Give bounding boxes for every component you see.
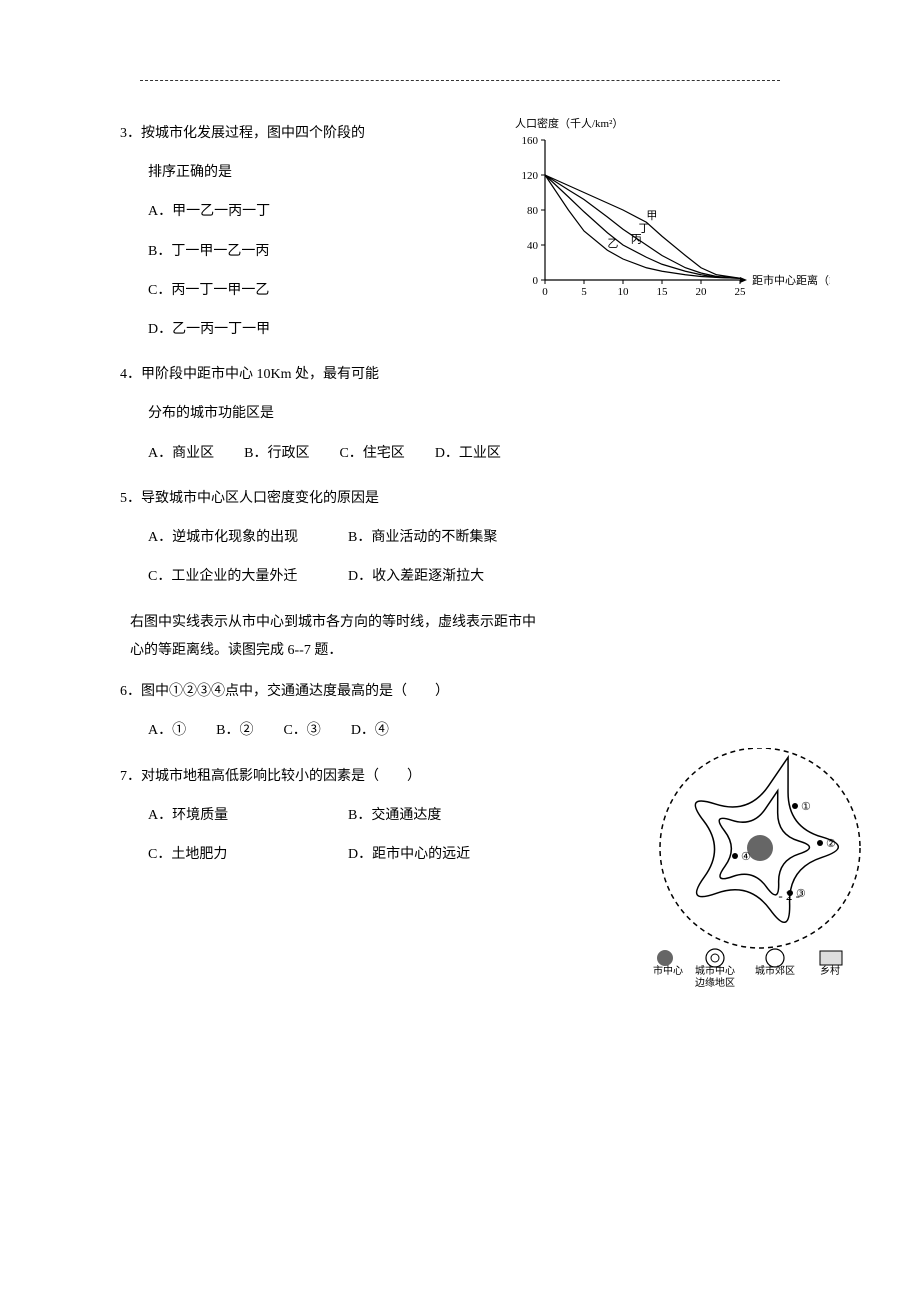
q5-options: A．逆城市化现象的出现 B．商业活动的不断集聚 C．工业企业的大量外迁 D．收入… [120, 525, 800, 589]
q5-option-a: A．逆城市化现象的出现 [148, 525, 328, 550]
context-67: 右图中实线表示从市中心到城市各方向的等时线，虚线表示距市中 心的等距离线。读图完… [130, 609, 800, 665]
page-header-divider [140, 80, 780, 81]
svg-text:160: 160 [522, 135, 539, 147]
population-density-chart: 人口密度（千人/km²） 0 40 80 120 160 0 5 10 15 20 25 距市中心距离（… [500, 115, 830, 305]
svg-text:③: ③ [796, 888, 806, 900]
q6-option-d: D．④ [351, 718, 389, 743]
q3-option-d: D．乙一丙一丁一甲 [120, 317, 800, 342]
q6-option-b: B．② [216, 718, 253, 743]
q7-option-c: C．土地肥力 [148, 842, 328, 867]
q4-option-a: A．商业区 [148, 441, 214, 466]
q5-option-b: B．商业活动的不断集聚 [348, 525, 528, 550]
q4-option-d: D．工业区 [435, 441, 501, 466]
svg-text:城市中心: 城市中心 [695, 964, 735, 977]
svg-text:25: 25 [735, 286, 747, 298]
svg-text:40: 40 [527, 240, 539, 252]
q5-text: 5．导致城市中心区人口密度变化的原因是 [120, 486, 800, 511]
svg-text:5: 5 [581, 286, 587, 298]
isochrone-diagram: ① ② ③ ④ 市中心城市中心边缘地区 城市郊区 乡村 [645, 748, 875, 988]
q4-option-c: C．住宅区 [339, 441, 404, 466]
q5-option-c: C．工业企业的大量外迁 [148, 564, 328, 589]
question-6: 6．图中①②③④点中，交通通达度最高的是（ ） A．① B．② C．③ D．④ [120, 679, 800, 743]
svg-text:120: 120 [522, 170, 539, 182]
svg-text:距市中心距离（km）: 距市中心距离（km） [752, 273, 830, 287]
svg-text:边缘地区: 边缘地区 [695, 976, 735, 988]
svg-text:甲: 甲 [646, 210, 657, 222]
svg-text:人口密度（千人/km²）: 人口密度（千人/km²） [515, 116, 623, 130]
svg-text:乡村: 乡村 [820, 964, 840, 977]
svg-text:②: ② [826, 838, 836, 850]
q4-sub: 分布的城市功能区是 [120, 401, 800, 426]
q7-option-a: A．环境质量 [148, 803, 328, 828]
q6-options: A．① B．② C．③ D．④ [120, 718, 800, 743]
svg-text:④: ④ [741, 851, 751, 863]
question-4: 4．甲阶段中距市中心 10Km 处，最有可能 分布的城市功能区是 A．商业区 B… [120, 362, 800, 466]
question-5: 5．导致城市中心区人口密度变化的原因是 A．逆城市化现象的出现 B．商业活动的不… [120, 486, 800, 590]
context-line1: 右图中实线表示从市中心到城市各方向的等时线，虚线表示距市中 [130, 615, 536, 630]
svg-text:20: 20 [696, 286, 708, 298]
svg-text:80: 80 [527, 205, 539, 217]
q4-option-b: B．行政区 [244, 441, 309, 466]
svg-text:0: 0 [533, 275, 539, 287]
svg-text:乙: 乙 [607, 237, 618, 250]
svg-text:10: 10 [618, 286, 630, 298]
svg-text:①: ① [801, 801, 811, 813]
svg-text:15: 15 [657, 286, 669, 298]
context-line2: 心的等距离线。读图完成 6--7 题． [130, 643, 342, 658]
q7-option-b: B．交通通达度 [348, 803, 528, 828]
svg-text:0: 0 [542, 286, 548, 298]
svg-text:丙: 丙 [631, 233, 642, 245]
q5-option-d: D．收入差距逐渐拉大 [348, 564, 528, 589]
svg-text:市中心: 市中心 [653, 964, 683, 977]
q6-text: 6．图中①②③④点中，交通通达度最高的是（ ） [120, 679, 800, 704]
svg-text:城市郊区: 城市郊区 [755, 964, 795, 977]
q4-text: 4．甲阶段中距市中心 10Km 处，最有可能 [120, 362, 800, 387]
q6-option-c: C．③ [283, 718, 320, 743]
q4-options: A．商业区 B．行政区 C．住宅区 D．工业区 [120, 441, 800, 466]
q6-option-a: A．① [148, 718, 186, 743]
q7-option-d: D．距市中心的远近 [348, 842, 528, 867]
